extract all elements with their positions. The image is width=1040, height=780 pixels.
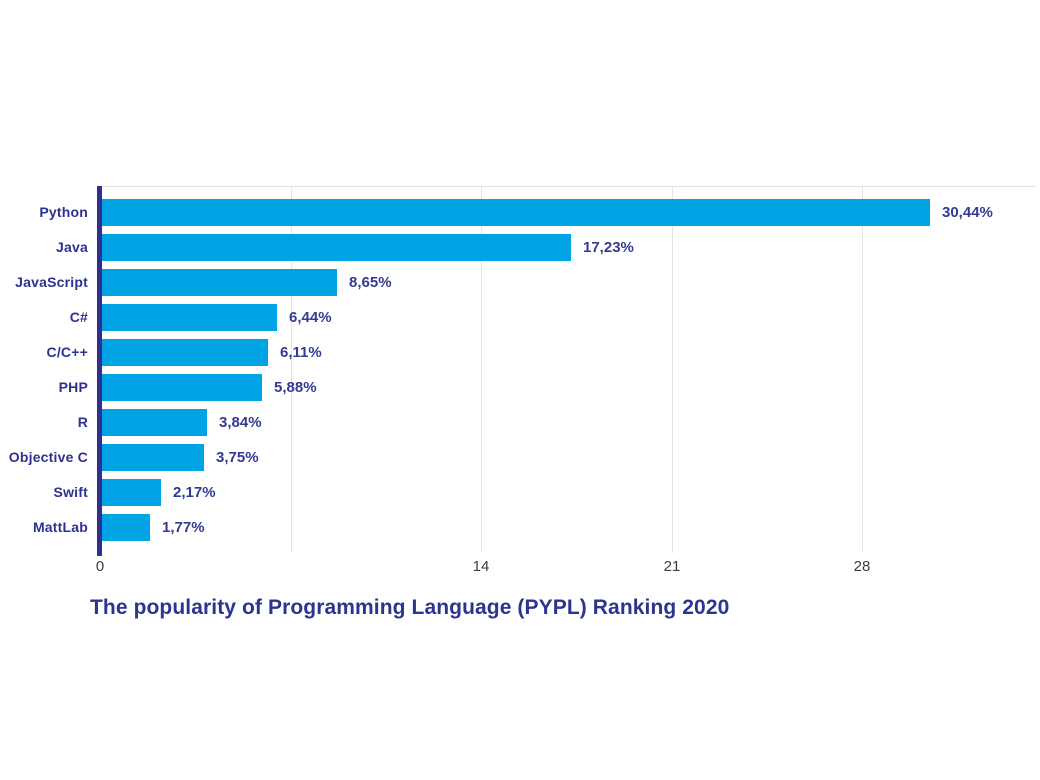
category-label: R [77,414,88,430]
category-label: C/C++ [46,344,88,360]
value-label: 30,44% [942,204,993,221]
value-label: 8,65% [349,274,392,291]
value-label: 2,17% [173,484,216,501]
category-label: C# [69,309,88,325]
category-label: Swift [53,484,88,500]
value-label: 17,23% [583,239,634,256]
value-label: 3,75% [216,449,259,466]
chart-title: The popularity of Programming Language (… [90,596,730,619]
bar [102,269,337,296]
y-axis-line [97,186,102,556]
gridline [672,187,673,553]
gridline [862,187,863,553]
bar [102,409,207,436]
bar [102,234,571,261]
gridline [291,187,292,553]
bar [102,479,161,506]
value-label: 1,77% [162,519,205,536]
value-label: 6,44% [289,309,332,326]
category-label: Python [39,204,88,220]
x-tick-label: 0 [95,558,105,575]
bar [102,444,204,471]
category-label: MattLab [32,519,88,535]
value-label: 6,11% [280,344,322,361]
plot-top-border [100,186,1036,187]
category-label: PHP [58,379,88,395]
value-label: 3,84% [219,414,262,431]
category-label: JavaScript [15,274,88,290]
bar [102,199,930,226]
x-tick-label: 28 [853,558,871,575]
category-label: Java [56,239,88,255]
value-label: 5,88% [274,379,317,396]
bar [102,374,262,401]
bar [102,304,277,331]
x-tick-label: 21 [663,558,681,575]
bar [102,514,150,541]
bar [102,339,268,366]
x-tick-label: 14 [472,558,490,575]
gridline [481,187,482,553]
category-label: Objective C [8,449,88,465]
